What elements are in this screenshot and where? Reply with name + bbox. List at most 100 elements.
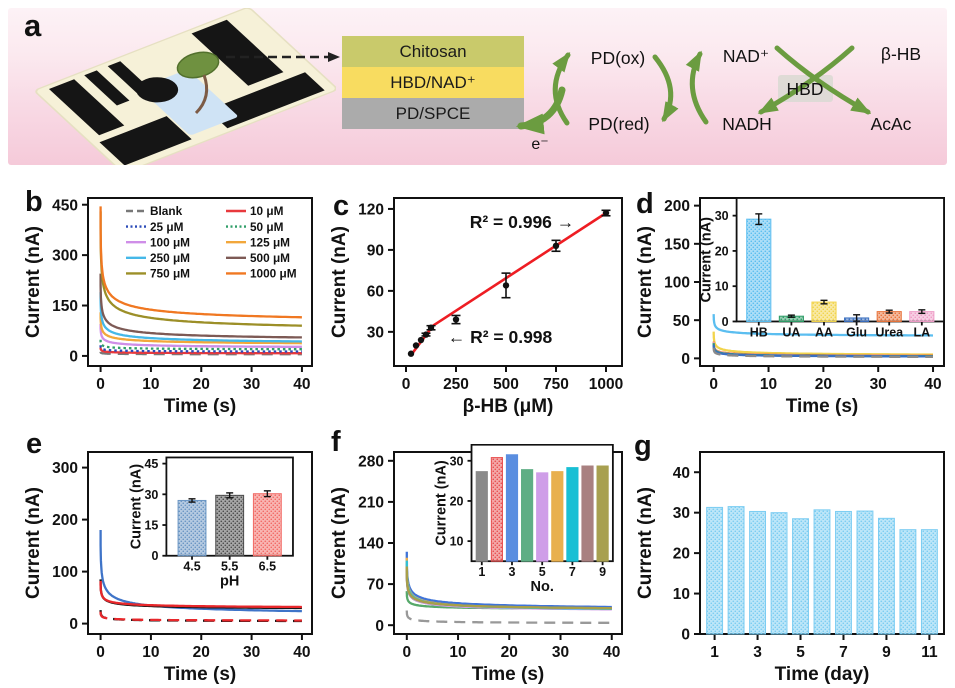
svg-text:150: 150 <box>664 236 690 253</box>
svg-text:100: 100 <box>52 564 78 581</box>
svg-text:200: 200 <box>664 198 690 215</box>
reaction-arrow <box>652 54 679 123</box>
svg-text:90: 90 <box>367 242 384 259</box>
species-nad: NAD⁺ <box>723 46 769 66</box>
svg-text:9: 9 <box>882 644 891 661</box>
svg-text:0: 0 <box>722 315 729 329</box>
svg-text:0: 0 <box>96 644 105 661</box>
chart-g-stability: 0 10 20 30 40 Time (day) Current (nA) 1 3 5 7 9 11 <box>636 451 945 685</box>
svg-text:30: 30 <box>450 454 464 468</box>
svg-text:0: 0 <box>402 644 411 661</box>
svg-text:30: 30 <box>870 376 887 393</box>
electron-label: e⁻ <box>531 136 548 153</box>
svg-text:Current (nA): Current (nA) <box>636 226 656 338</box>
svg-text:3: 3 <box>753 644 762 661</box>
svg-text:1: 1 <box>478 565 485 579</box>
svg-text:10: 10 <box>673 586 690 603</box>
svg-text:30: 30 <box>552 644 569 661</box>
svg-text:10 μM: 10 μM <box>250 204 284 218</box>
svg-text:100 μM: 100 μM <box>150 235 190 249</box>
svg-text:20: 20 <box>450 494 464 508</box>
layer-pd-spce: PD/SPCE <box>342 98 524 129</box>
svg-text:Current (nA): Current (nA) <box>434 460 450 546</box>
svg-text:0: 0 <box>375 618 384 635</box>
svg-text:0: 0 <box>709 376 718 393</box>
svg-text:50: 50 <box>673 313 690 330</box>
svg-text:0: 0 <box>402 376 411 393</box>
svg-text:0: 0 <box>681 351 690 368</box>
svg-text:10: 10 <box>760 376 777 393</box>
svg-text:10: 10 <box>142 376 159 393</box>
svg-text:11: 11 <box>921 644 938 661</box>
reaction-arrow <box>757 45 855 115</box>
svg-text:Current (nA): Current (nA) <box>330 487 350 599</box>
svg-text:0: 0 <box>681 627 690 644</box>
svg-text:120: 120 <box>358 202 384 219</box>
svg-text:500: 500 <box>493 376 519 393</box>
svg-text:70: 70 <box>367 577 384 594</box>
reaction-arrow <box>685 50 709 125</box>
layer-stack: Chitosan HBD/NAD⁺ PD/SPCE <box>342 36 524 129</box>
svg-text:30: 30 <box>367 324 384 341</box>
panel-label-a: a <box>24 8 42 43</box>
svg-text:15: 15 <box>144 519 158 533</box>
species-bhb: β-HB <box>881 44 921 64</box>
svg-text:500 μM: 500 μM <box>250 251 290 265</box>
svg-text:Current (nA): Current (nA) <box>24 487 44 599</box>
enzyme-hbd-label: HBD <box>787 79 824 99</box>
zoom-dashed-arrow <box>226 52 340 62</box>
svg-text:5.5: 5.5 <box>221 560 238 574</box>
reaction-arrow <box>552 51 571 126</box>
svg-text:Current (nA): Current (nA) <box>699 217 715 303</box>
svg-text:Time (s): Time (s) <box>472 664 545 685</box>
svg-text:R² = 0.996 →: R² = 0.996 → <box>470 212 575 232</box>
svg-text:20: 20 <box>815 376 832 393</box>
svg-text:9: 9 <box>599 565 606 579</box>
svg-text:Urea: Urea <box>875 325 904 339</box>
svg-text:Glu: Glu <box>846 325 867 339</box>
species-pd-red: PD(red) <box>588 114 649 134</box>
svg-text:0: 0 <box>69 616 78 633</box>
reaction-scheme: PD(ox) PD(red) NAD⁺ NADH β-HB AcAc HBD e… <box>515 44 921 153</box>
svg-text:150: 150 <box>52 298 78 315</box>
svg-text:60: 60 <box>367 283 384 300</box>
svg-text:50 μM: 50 μM <box>250 220 284 234</box>
svg-text:100: 100 <box>664 275 690 292</box>
svg-text:200: 200 <box>52 512 78 529</box>
svg-text:5: 5 <box>796 644 805 661</box>
panel-label-d: d <box>636 188 654 220</box>
svg-text:10: 10 <box>142 644 159 661</box>
svg-text:30: 30 <box>715 209 729 223</box>
enzyme-membrane-drop <box>176 51 220 79</box>
svg-text:10: 10 <box>449 644 466 661</box>
reference-wire <box>194 74 209 115</box>
svg-text:30: 30 <box>243 376 260 393</box>
svg-text:Time (s): Time (s) <box>164 396 237 417</box>
svg-text:3: 3 <box>509 565 516 579</box>
svg-text:40: 40 <box>293 376 310 393</box>
reaction-arrow <box>774 45 872 115</box>
svg-text:140: 140 <box>358 536 384 553</box>
svg-text:1000: 1000 <box>589 376 623 393</box>
layer-hbd-nad: HBD/NAD⁺ <box>342 67 524 98</box>
svg-text:4.5: 4.5 <box>183 560 200 574</box>
svg-text:20: 20 <box>673 546 690 563</box>
svg-text:25 μM: 25 μM <box>150 220 184 234</box>
svg-text:300: 300 <box>52 248 78 265</box>
svg-text:10: 10 <box>450 535 464 549</box>
svg-text:20: 20 <box>193 376 210 393</box>
svg-text:40: 40 <box>293 644 310 661</box>
svg-text:β-HB (μM): β-HB (μM) <box>463 396 554 417</box>
svg-text:20: 20 <box>715 244 729 258</box>
panel-label-g: g <box>634 430 652 462</box>
svg-text:Time (s): Time (s) <box>786 396 859 417</box>
svg-text:45: 45 <box>144 457 158 471</box>
svg-text:Time (s): Time (s) <box>164 664 237 685</box>
svg-text:pH: pH <box>220 574 239 590</box>
svg-text:40: 40 <box>924 376 941 393</box>
svg-text:280: 280 <box>358 453 384 470</box>
species-acac: AcAc <box>871 114 912 134</box>
svg-text:40: 40 <box>603 644 620 661</box>
svg-text:125 μM: 125 μM <box>250 235 290 249</box>
